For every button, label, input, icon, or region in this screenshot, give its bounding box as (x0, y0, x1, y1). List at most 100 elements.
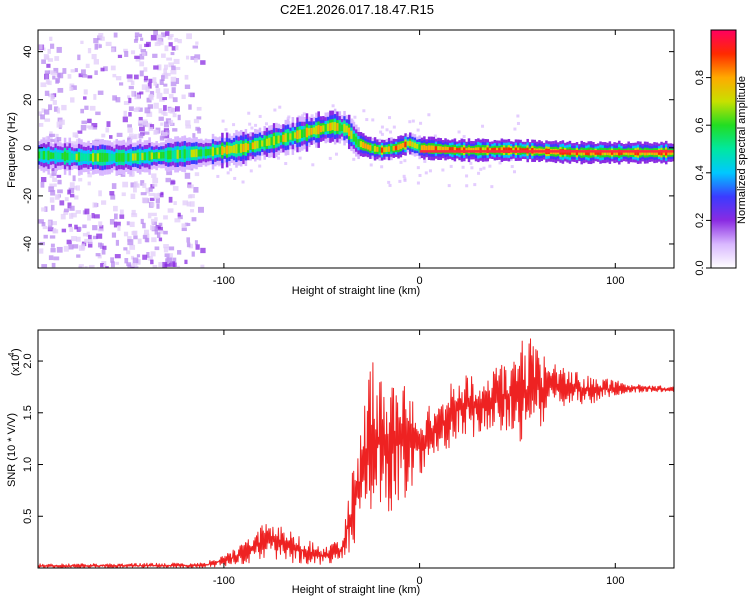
noise-pixel (148, 192, 155, 197)
noise-pixel (142, 235, 148, 240)
noise-pixel (134, 35, 139, 41)
noise-pixel (111, 232, 117, 238)
noise-pixel (385, 128, 389, 132)
ridge-cell (448, 147, 452, 152)
noise-pixel (71, 212, 77, 218)
noise-pixel (174, 106, 180, 112)
noise-pixel (144, 131, 150, 135)
noise-pixel (50, 248, 56, 253)
noise-pixel (195, 244, 200, 250)
noise-pixel (171, 46, 176, 51)
noise-pixel (157, 226, 163, 231)
noise-pixel (67, 189, 71, 195)
noise-pixel (124, 258, 129, 264)
noise-pixel (51, 170, 57, 176)
ridge-cell (265, 138, 269, 146)
noise-pixel (128, 85, 134, 90)
noise-pixel (154, 42, 161, 47)
noise-pixel (45, 74, 49, 80)
noise-pixel (416, 181, 420, 185)
noise-pixel (105, 266, 109, 268)
noise-pixel (137, 238, 142, 244)
ridge-cell (345, 125, 349, 133)
noise-pixel (129, 244, 136, 250)
noise-pixel (457, 130, 461, 134)
noise-pixel (146, 111, 153, 117)
noise-pixel (93, 93, 97, 100)
noise-pixel (78, 177, 83, 182)
ridge-cell (103, 153, 107, 162)
noise-pixel (97, 254, 102, 259)
noise-pixel (145, 238, 150, 243)
noise-pixel (416, 166, 420, 170)
ridge-cell (336, 123, 339, 131)
noise-pixel (87, 214, 91, 221)
ridge-cell (359, 141, 363, 148)
spectrogram-x-tick-label: 100 (606, 275, 624, 287)
noise-pixel (105, 41, 112, 47)
snr-plot-area (38, 338, 674, 568)
noise-pixel (136, 254, 141, 258)
snr-y-tick-label: 1.0 (22, 457, 34, 472)
noise-pixel (47, 58, 53, 62)
noise-pixel (479, 167, 483, 171)
noise-pixel (48, 133, 55, 138)
noise-pixel (56, 194, 61, 199)
noise-pixel (119, 214, 125, 219)
ridge-cell (155, 151, 158, 160)
noise-pixel (49, 183, 53, 189)
noise-pixel (411, 119, 415, 123)
noise-pixel (130, 255, 135, 260)
noise-pixel (379, 130, 383, 134)
noise-pixel (161, 53, 166, 58)
ridge-cell (455, 147, 459, 153)
noise-pixel (74, 134, 79, 138)
noise-pixel (148, 127, 154, 131)
noise-pixel (153, 81, 158, 86)
ridge-cell (113, 154, 116, 161)
noise-pixel (170, 180, 176, 185)
ridge-cell (441, 146, 445, 152)
noise-pixel (224, 128, 228, 132)
noise-pixel (182, 200, 189, 206)
colorbar: 0.0 0.2 0.4 0.6 0.8 Normalized spectral ampl… (694, 29, 748, 276)
ridge-cell (134, 153, 137, 161)
noise-pixel (40, 181, 45, 188)
noise-pixel (163, 105, 167, 111)
noise-pixel (132, 230, 138, 235)
ridge-cell (432, 145, 436, 152)
noise-pixel (174, 66, 181, 71)
noise-pixel (68, 187, 75, 194)
ridge-cell (284, 133, 288, 143)
noise-pixel (147, 104, 154, 109)
noise-pixel (302, 112, 306, 116)
noise-pixel (130, 266, 135, 268)
noise-pixel (70, 69, 76, 73)
noise-pixel (44, 109, 50, 115)
noise-pixel (103, 66, 108, 72)
ridge-cell (371, 145, 374, 151)
ridge-cell (96, 153, 100, 162)
noise-pixel (200, 60, 206, 65)
noise-pixel (188, 104, 192, 110)
noise-pixel (50, 94, 55, 100)
ridge-cell (94, 153, 97, 162)
noise-pixel (477, 171, 481, 175)
noise-pixel (173, 201, 177, 206)
colorbar-tick-label: 0.4 (694, 165, 706, 180)
noise-pixel (159, 136, 165, 141)
ridge-cell (263, 138, 266, 148)
noise-pixel (286, 117, 290, 121)
noise-pixel (110, 257, 115, 263)
noise-pixel (127, 264, 132, 268)
ridge-cell (176, 149, 180, 159)
noise-pixel (78, 73, 83, 78)
ridge-cell (202, 149, 205, 156)
snr-frame (37, 329, 675, 569)
ridge-cell (178, 150, 182, 159)
noise-pixel (131, 90, 135, 97)
noise-pixel (160, 75, 165, 81)
noise-pixel (154, 229, 159, 235)
noise-pixel (69, 213, 74, 219)
noise-pixel (512, 170, 516, 174)
